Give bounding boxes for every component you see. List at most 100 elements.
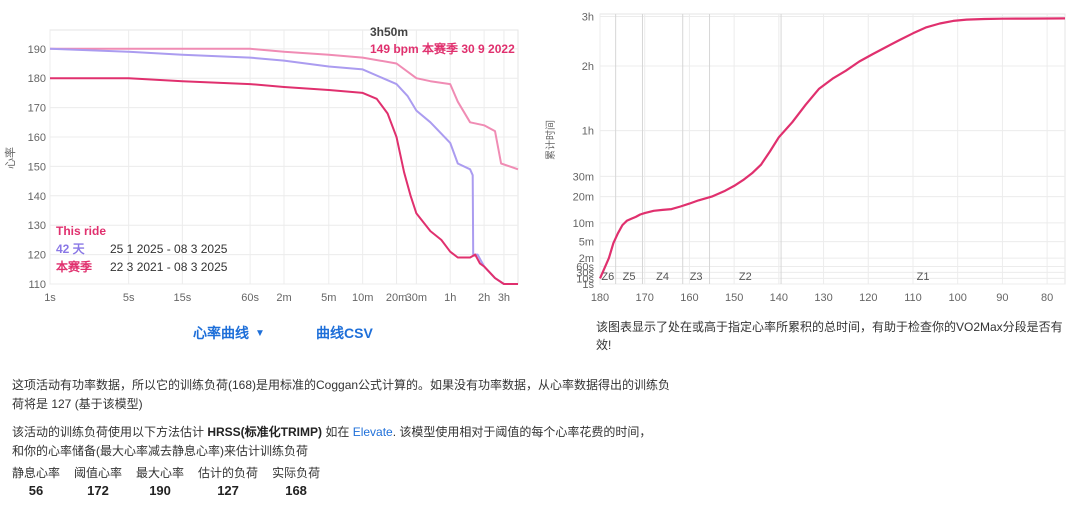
x-tick-label: 120 xyxy=(859,292,877,304)
y-tick-label: 140 xyxy=(28,191,46,203)
y-tick-label: 30m xyxy=(573,171,594,183)
zone-label: Z4 xyxy=(656,271,669,283)
zone-labels: Z6 Z5 Z4 Z3 Z2 Z1 xyxy=(601,14,929,284)
stat-max-hr: 最大心率 190 xyxy=(136,464,184,498)
x-tick-label: 160 xyxy=(680,292,698,304)
caret-down-icon: ▼ xyxy=(255,328,265,339)
y-tick-label: 20m xyxy=(573,192,594,204)
series-line xyxy=(50,47,519,171)
y-tick-label: 2m xyxy=(579,253,594,265)
stat-threshold-hr: 阈值心率 172 xyxy=(74,464,122,498)
x-tick-label: 20m xyxy=(386,292,407,304)
stat-value: 172 xyxy=(87,483,109,498)
x-tick-label: 5s xyxy=(123,292,135,304)
tooltip-duration: 3h50m xyxy=(370,25,408,39)
axis-ticks: 110 120 130 140 150 160 170 180 190 1s 5s 15s 60s 2m 5… xyxy=(28,44,510,304)
y-tick-label: 10s xyxy=(576,273,594,285)
plot-frame xyxy=(599,13,1066,285)
stat-label: 估计的负荷 xyxy=(198,466,259,480)
series-lines xyxy=(49,47,519,285)
x-tick-label: 2m xyxy=(276,292,291,304)
legend-season-range: 22 3 2021 - 08 3 2025 xyxy=(110,260,228,274)
series-line xyxy=(50,77,518,285)
x-tick-label: 30m xyxy=(406,292,427,304)
grid xyxy=(599,13,1066,285)
stat-estimated-load: 估计的负荷 127 xyxy=(198,464,258,498)
x-tick-label: 1h xyxy=(444,292,456,304)
load-explanation-2: 该活动的训练负荷使用以下方法估计 HRSS(标准化TRIMP) 如在 Eleva… xyxy=(12,423,692,461)
x-tick-label: 150 xyxy=(725,292,743,304)
legend-42-days: 42 天 xyxy=(56,242,86,256)
curve-csv-link[interactable]: 曲线CSV xyxy=(316,325,373,341)
y-tick-label: 10m xyxy=(573,218,594,230)
stat-label: 实际负荷 xyxy=(272,466,321,480)
legend-this-ride: This ride xyxy=(56,224,106,238)
legend-42-days-range: 25 1 2025 - 08 3 2025 xyxy=(110,242,228,256)
x-tick-label: 1s xyxy=(44,292,56,304)
stat-value: 168 xyxy=(285,483,307,498)
stat-value: 190 xyxy=(149,483,171,498)
x-tick-label: 180 xyxy=(591,292,609,304)
y-tick-label: 170 xyxy=(28,103,46,115)
stat-resting-hr: 静息心率 56 xyxy=(12,464,60,498)
hr-curve-chart[interactable]: 心率 110 120 130 140 150 160 170 180 190 1s 5s 15s 60s… xyxy=(0,0,540,310)
x-tick-label: 60s xyxy=(241,292,259,304)
series-line xyxy=(49,47,518,285)
curve-type-select[interactable]: 心率曲线 ▼ xyxy=(193,323,265,343)
x-tick-label: 110 xyxy=(904,292,922,304)
x-tick-label: 2h xyxy=(478,292,490,304)
explain-text: 和你的心率储备(最大心率减去静息心率)来估计训练负荷 xyxy=(12,444,308,458)
explain-text: 如在 xyxy=(322,425,353,439)
zone-label: Z2 xyxy=(739,271,752,283)
x-tick-label: 15s xyxy=(173,292,191,304)
curve-type-label: 心率曲线 xyxy=(193,325,249,341)
y-tick-label: 5m xyxy=(579,237,594,249)
y-tick-label: 190 xyxy=(28,44,46,56)
stat-label: 静息心率 xyxy=(12,466,61,480)
zone-label: Z6 xyxy=(601,271,614,283)
x-tick-label: 10m xyxy=(352,292,373,304)
y-tick-label: 1h xyxy=(582,126,594,138)
y-tick-label: 2h xyxy=(582,61,594,73)
hr-stats: 静息心率 56 阈值心率 172 最大心率 190 估计的负荷 127 实际负荷… xyxy=(12,464,334,498)
y-tick-label: 110 xyxy=(28,279,46,291)
y-tick-label: 160 xyxy=(28,132,46,144)
x-tick-label: 3h xyxy=(498,292,510,304)
y-axis-label: 累计时间 xyxy=(544,120,557,160)
grid xyxy=(49,29,519,285)
zone-label: Z3 xyxy=(690,271,703,283)
stat-value: 127 xyxy=(217,483,239,498)
series-line xyxy=(598,17,1066,279)
series-lines xyxy=(598,17,1066,279)
chart-description: 该图表显示了处在或高于指定心率所累积的总时间，有助于检查你的VO2Max分段是否… xyxy=(596,320,1063,352)
x-tick-label: 90 xyxy=(996,292,1008,304)
hrss-term: HRSS(标准化TRIMP) xyxy=(207,425,323,439)
x-tick-label: 140 xyxy=(770,292,788,304)
y-tick-label: 3h xyxy=(582,11,594,23)
y-tick-label: 60s xyxy=(576,261,594,273)
stat-label: 最大心率 xyxy=(136,466,185,480)
y-tick-label: 150 xyxy=(28,161,46,173)
x-tick-label: 5m xyxy=(321,292,336,304)
zone-label: Z1 xyxy=(917,271,930,283)
elevate-link[interactable]: Elevate xyxy=(352,425,393,439)
load-explanation-1: 这项活动有功率数据，所以它的训练负荷(168)是用标准的Coggan公式计算的。… xyxy=(12,378,671,411)
legend-season: 本赛季 xyxy=(56,259,93,274)
y-tick-label: 130 xyxy=(28,220,46,232)
y-tick-label: 1s xyxy=(582,279,594,291)
stat-actual-load: 实际负荷 168 xyxy=(272,464,320,498)
x-tick-label: 170 xyxy=(636,292,654,304)
y-axis-label: 心率 xyxy=(3,147,17,169)
zone-label: Z5 xyxy=(623,271,636,283)
explain-text: . 该模型使用相对于阈值的每个心率花费的时间， xyxy=(392,425,652,439)
explain-text: 该活动的训练负荷使用以下方法估计 xyxy=(12,425,208,439)
y-tick-label: 120 xyxy=(28,250,46,262)
stat-label: 阈值心率 xyxy=(74,466,123,480)
x-tick-label: 80 xyxy=(1041,292,1053,304)
y-tick-label: 180 xyxy=(28,73,46,85)
tooltip-value: 149 bpm 本赛季 30 9 2022 xyxy=(370,41,515,56)
x-tick-label: 130 xyxy=(814,292,832,304)
x-tick-label: 100 xyxy=(949,292,967,304)
